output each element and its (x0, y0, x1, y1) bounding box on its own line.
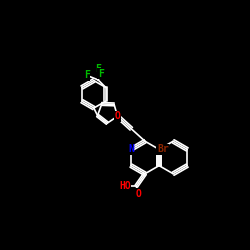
Text: F: F (98, 69, 104, 79)
Text: F: F (84, 70, 90, 81)
Text: Br: Br (157, 144, 169, 154)
Text: HO: HO (119, 181, 131, 191)
Text: O: O (114, 111, 120, 121)
Text: F: F (95, 64, 101, 74)
Text: N: N (128, 144, 134, 154)
Text: O: O (136, 189, 142, 199)
